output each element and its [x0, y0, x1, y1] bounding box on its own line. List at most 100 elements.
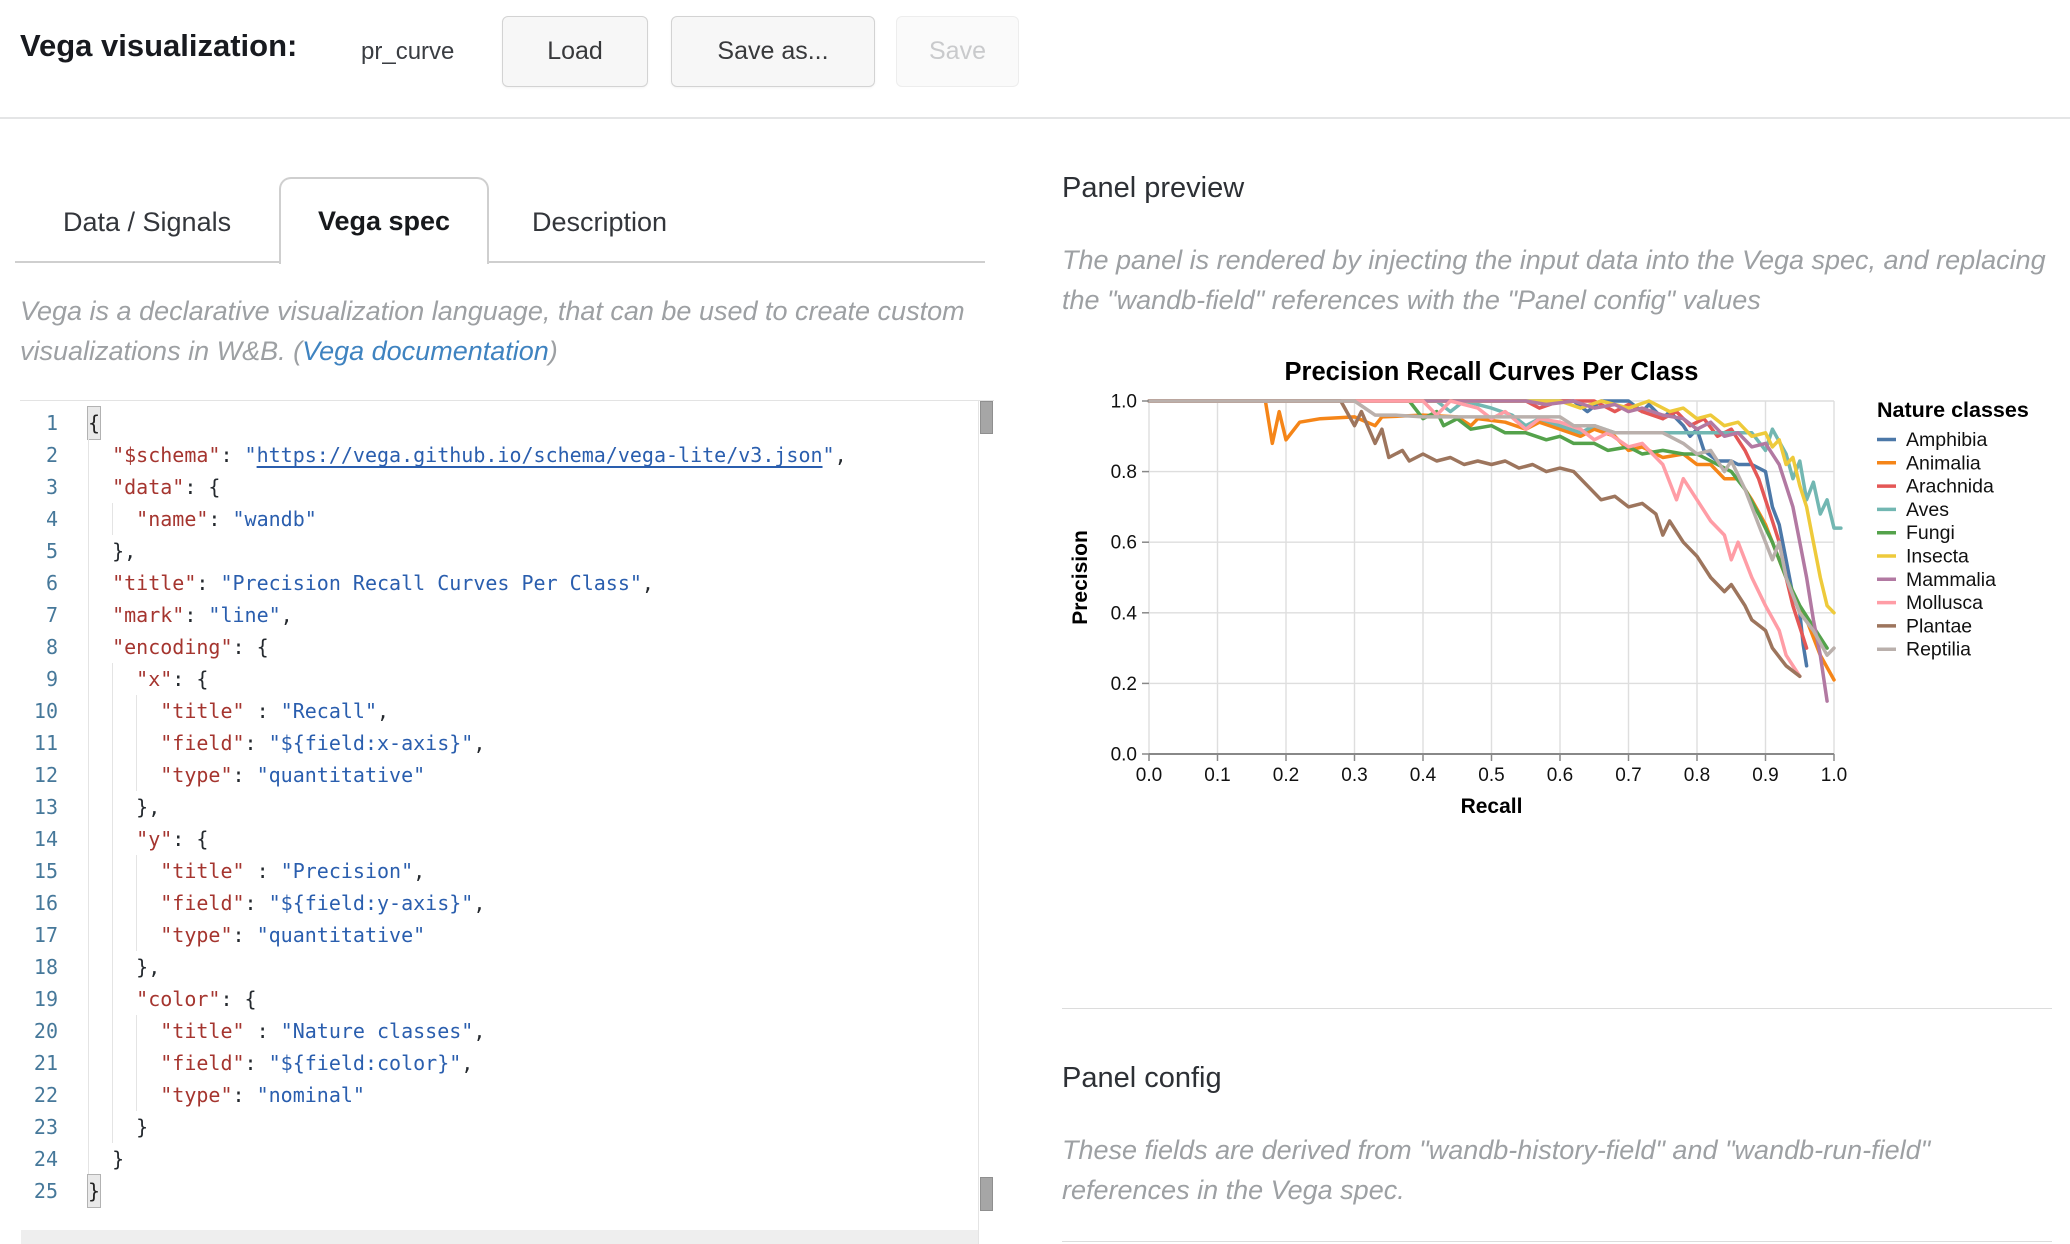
indent-guide — [88, 855, 161, 887]
pr-curve-arachnida — [1147, 399, 1809, 650]
x-tick-label: 0.5 — [1478, 765, 1504, 786]
intro-text-before: Vega is a declarative visualization lang… — [20, 296, 965, 366]
line-number: 15 — [33, 859, 58, 883]
legend-label-mollusca: Mollusca — [1906, 592, 1983, 614]
legend-label-insecta: Insecta — [1906, 546, 1969, 568]
code-token: , — [280, 603, 293, 627]
vega-chart-preview: 0.0 0.1 0.2 0.3 0.4 0.5 0.6 0.7 0.8 0.9 1.0 0.0 0.2 0… — [1060, 340, 2070, 840]
pr-curve-reptilia — [1147, 399, 1836, 657]
indent-guide — [88, 503, 137, 535]
pr-curve-insecta — [1147, 399, 1836, 615]
line-number: 25 — [33, 1179, 58, 1203]
line-number: 5 — [45, 539, 58, 563]
code-line: 2 "$schema": " https://vega.github.io/sche… — [20, 439, 994, 471]
tab-vega-spec[interactable]: Vega spec — [279, 177, 489, 264]
code-token: } — [136, 1115, 149, 1139]
code-token: : { — [172, 667, 209, 691]
code-token: : — [232, 923, 257, 947]
code-token: "encoding" — [112, 635, 233, 659]
pr-curve-mammalia — [1147, 399, 1829, 703]
code-token: , — [376, 699, 390, 723]
indent-guide — [88, 1015, 161, 1047]
tab-description[interactable]: Description — [532, 207, 668, 237]
indent-guide — [88, 695, 161, 727]
y-tick-label: 0.6 — [1111, 533, 1137, 554]
line-number: 4 — [45, 507, 58, 531]
code-line: 8 "encoding": { — [20, 631, 994, 663]
code-line: 9 "x": { — [20, 663, 994, 695]
code-lines: 1{2 "$schema": " https://vega.github.io/sc… — [20, 401, 994, 1208]
code-token: "field" — [160, 731, 245, 755]
line-number: 3 — [45, 475, 58, 499]
y-tick-label: 0.0 — [1111, 745, 1137, 766]
code-line: 19 "color": { — [20, 983, 994, 1015]
code-token: "title" — [160, 859, 245, 883]
indent-guide — [88, 727, 161, 759]
y-axis-title: Precision — [1069, 530, 1092, 625]
x-tick-label: 0.2 — [1273, 765, 1299, 786]
code-token: : — [244, 859, 281, 883]
code-line: 3 "data": { — [20, 471, 994, 503]
line-number: 22 — [33, 1083, 58, 1107]
preview-config-divider — [1062, 1008, 2052, 1009]
line-number: 17 — [33, 923, 58, 947]
tab-data-signals[interactable]: Data / Signals — [63, 207, 232, 237]
code-token: , — [473, 1019, 486, 1043]
code-token: }, — [136, 955, 161, 979]
vega-spec-code-editor[interactable]: 1{2 "$schema": " https://vega.github.io/sc… — [20, 400, 994, 1244]
indent-guide — [88, 567, 113, 599]
schema-url-link[interactable]: https://vega.github.io/schema/vega-lite/… — [256, 443, 823, 467]
code-line: 4 "name": "wandb" — [20, 503, 994, 535]
code-token: , — [641, 571, 654, 595]
header-divider — [0, 117, 2070, 119]
vega-documentation-link[interactable]: Vega documentation — [302, 336, 549, 366]
line-number: 8 — [45, 635, 58, 659]
legend-label-mammalia: Mammalia — [1906, 569, 1996, 591]
indent-guide — [88, 599, 113, 631]
code-token: "y" — [136, 827, 173, 851]
code-token: { — [86, 406, 102, 440]
line-number: 7 — [45, 603, 58, 627]
code-line: 18}, — [20, 951, 994, 983]
y-tick-label: 0.4 — [1111, 603, 1138, 624]
code-token: : — [244, 699, 281, 723]
code-token: : — [244, 731, 269, 755]
indent-guide — [88, 535, 113, 567]
legend-label-reptilia: Reptilia — [1906, 639, 1971, 661]
code-token: "${field:y-axis}" — [268, 891, 474, 915]
indent-guide — [88, 663, 137, 695]
code-line: 12 "type": "quantitative" — [20, 759, 994, 791]
line-number: 12 — [33, 763, 58, 787]
code-token: "color" — [136, 987, 221, 1011]
code-token: "field" — [160, 1051, 245, 1075]
editor-vertical-scrollbar-thumb-top[interactable] — [980, 401, 993, 434]
line-number: 10 — [33, 699, 58, 723]
code-token: "nominal" — [256, 1083, 365, 1107]
editor-horizontal-scrollbar[interactable] — [21, 1230, 978, 1244]
line-number: 11 — [33, 731, 58, 755]
code-token: "type" — [160, 763, 233, 787]
code-token: }, — [112, 539, 137, 563]
code-line: 22 "type": "nominal" — [20, 1079, 994, 1111]
code-line: 7 "mark": "line", — [20, 599, 994, 631]
load-button[interactable]: Load — [502, 16, 648, 87]
pr-curve-fungi — [1147, 399, 1829, 650]
code-token: " — [244, 443, 257, 467]
x-tick-label: 0.7 — [1615, 765, 1641, 786]
pr-curve-mollusca — [1147, 399, 1802, 679]
code-token: "title" — [112, 571, 197, 595]
code-token: "quantitative" — [256, 923, 426, 947]
code-token: "title" — [160, 699, 245, 723]
x-tick-label: 1.0 — [1821, 765, 1847, 786]
legend-label-fungi: Fungi — [1906, 522, 1955, 544]
x-tick-label: 0.1 — [1204, 765, 1230, 786]
save-button[interactable]: Save — [896, 16, 1019, 87]
code-token: : { — [232, 635, 269, 659]
indent-guide — [88, 471, 113, 503]
save-as-button[interactable]: Save as... — [671, 16, 875, 87]
indent-guide — [88, 1079, 161, 1111]
code-line: 5}, — [20, 535, 994, 567]
editor-vertical-scrollbar-thumb-bottom[interactable] — [980, 1177, 993, 1211]
panel-config-heading: Panel config — [1062, 1062, 1222, 1094]
x-tick-label: 0.0 — [1136, 765, 1162, 786]
